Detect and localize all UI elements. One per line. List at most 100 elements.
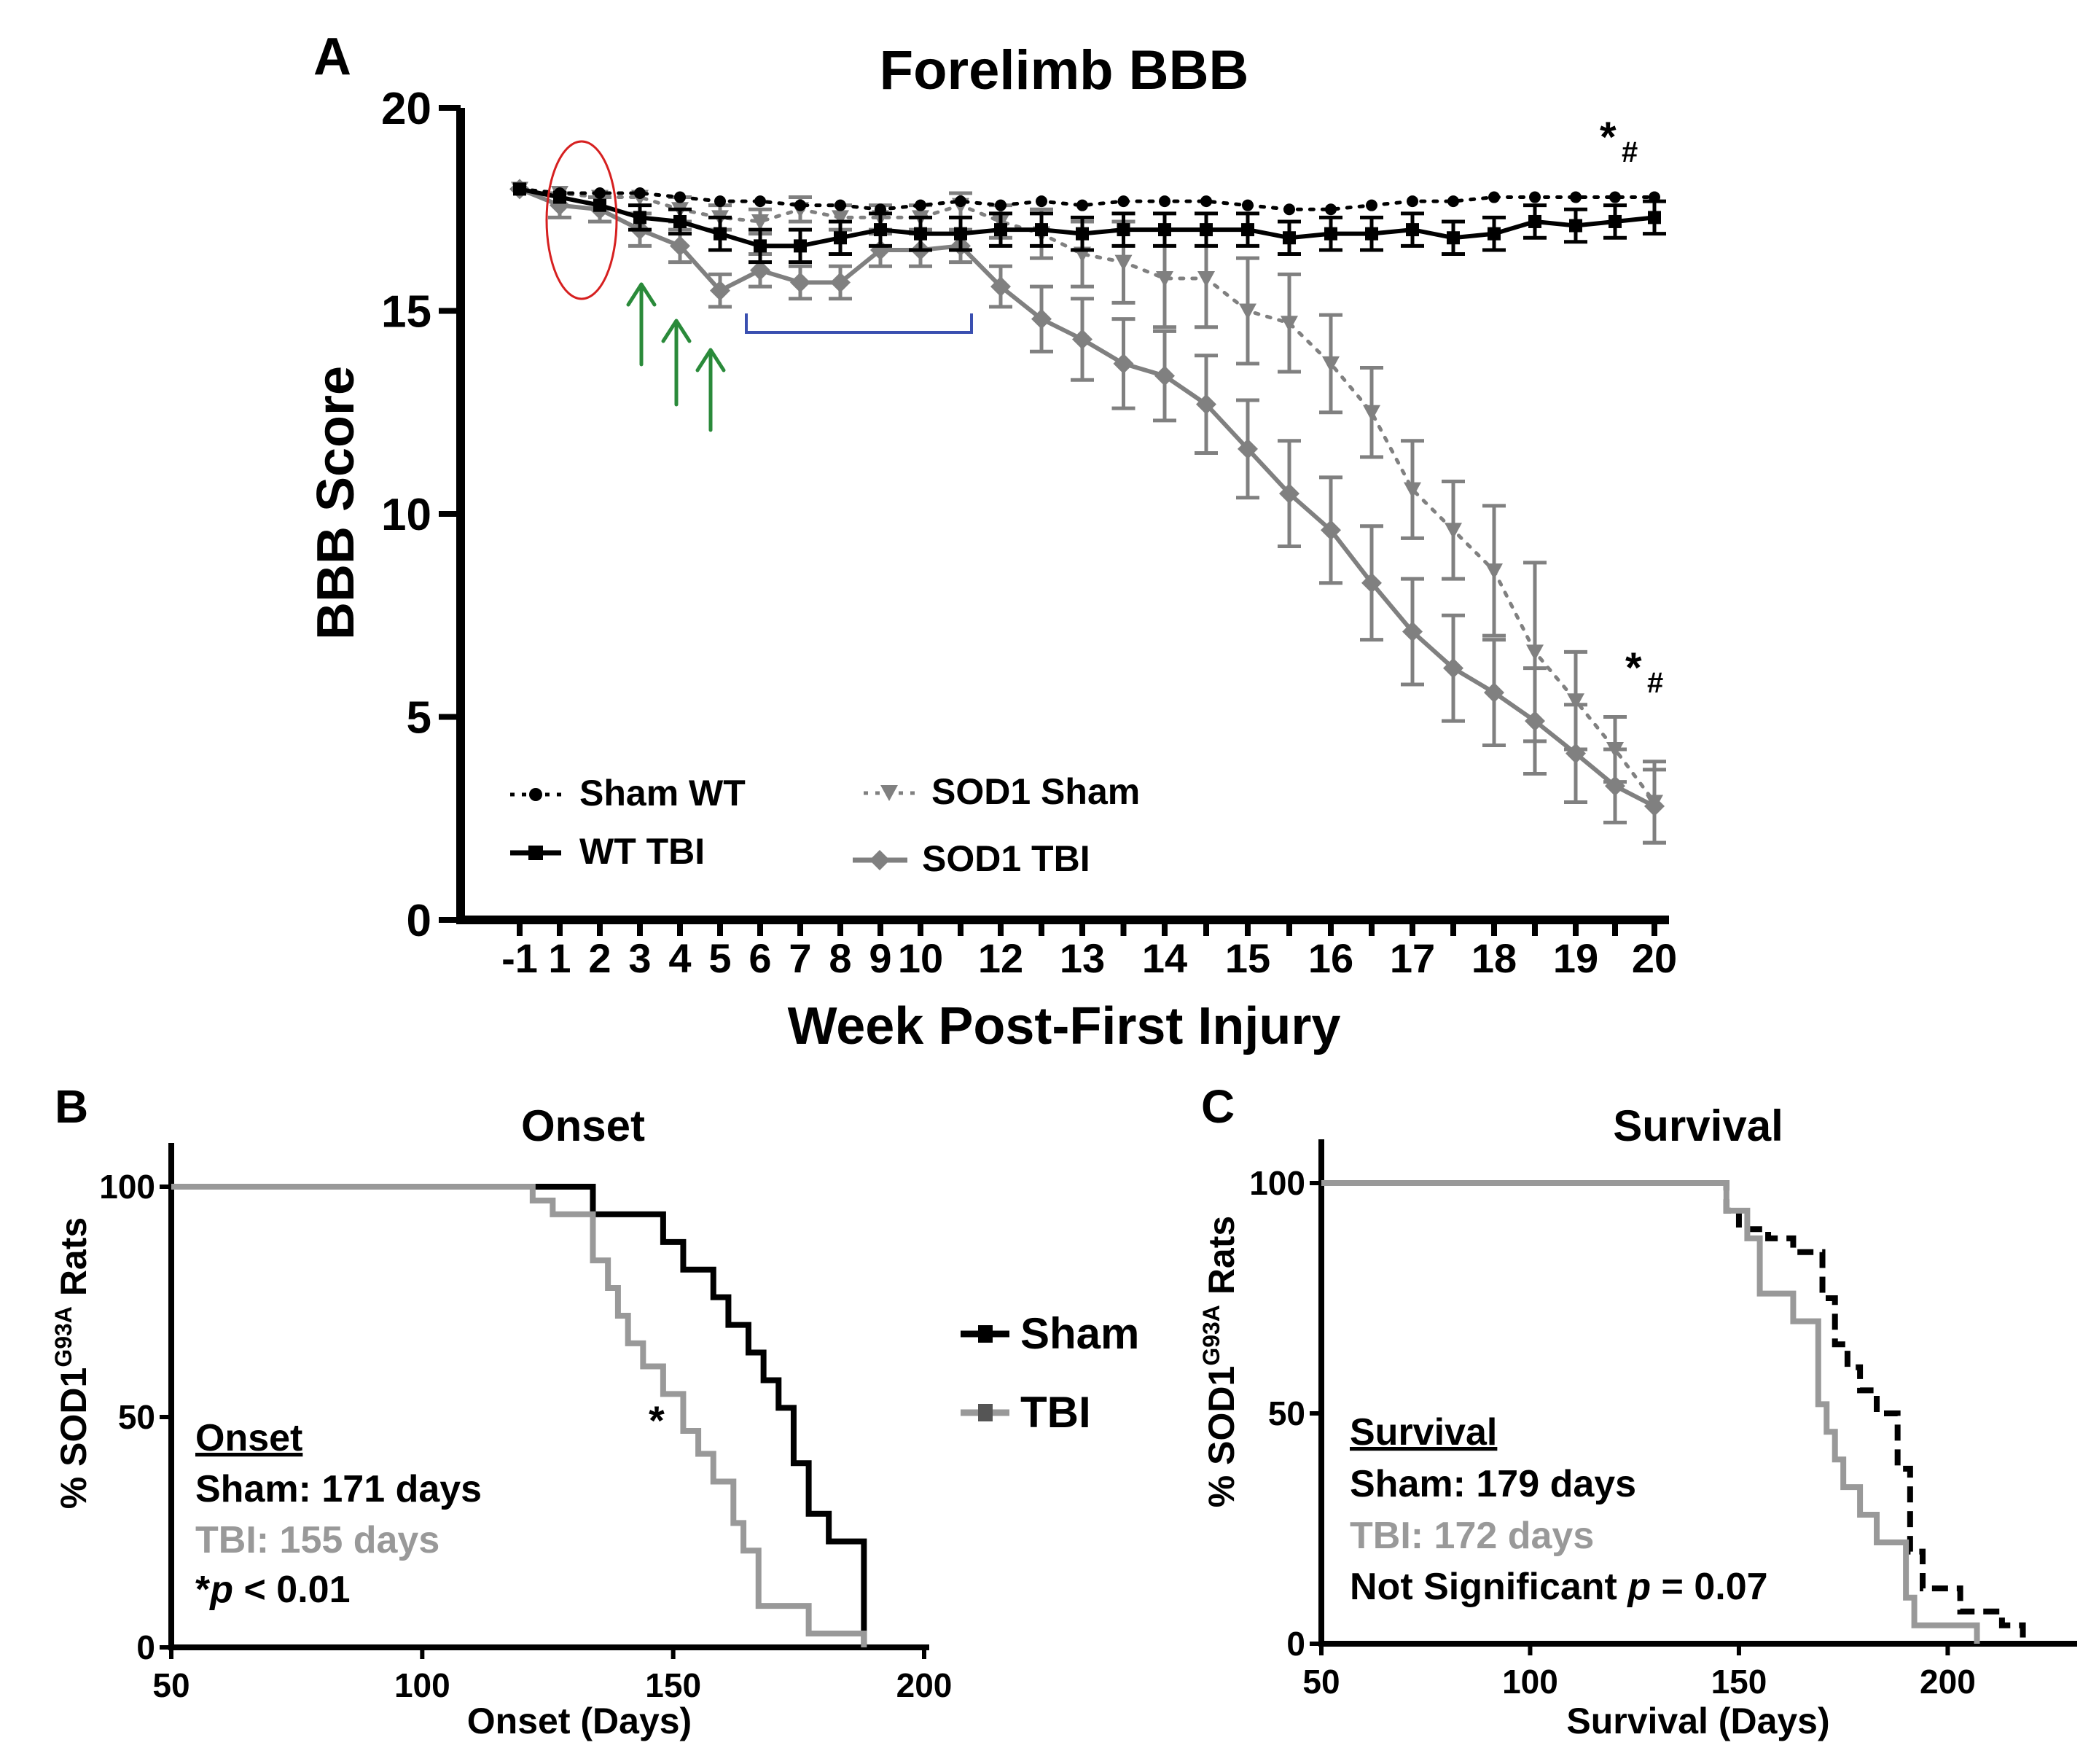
panel-a-x-tick-label: 3 — [628, 935, 651, 981]
panel-a-x-tick-label: 6 — [748, 935, 771, 981]
series-sham-wt-point — [1570, 191, 1582, 203]
legend-sod1-tbi: SOD1 TBI — [853, 838, 1090, 879]
series-sod1-tbi-point — [990, 276, 1011, 297]
panel-c-y-tick-label: 100 — [1249, 1164, 1305, 1202]
series-wt-tbi-point — [1447, 231, 1460, 245]
series-wt-tbi-point — [1035, 223, 1048, 237]
panel-c-ylabel-post: Rats — [1201, 1216, 1242, 1305]
panel-a-y-tick-label: 15 — [381, 287, 431, 337]
series-sham-wt-point — [1325, 203, 1337, 216]
series-wt-tbi-point — [874, 223, 887, 237]
legend-sod1-sham-label: SOD1 Sham — [931, 771, 1140, 812]
legend-sod1-tbi-marker — [869, 850, 890, 870]
panel-a-x-axis-label: Week Post-First Injury — [788, 997, 1341, 1055]
legend-sod1-tbi-label: SOD1 TBI — [922, 838, 1090, 879]
panel-b-tbi-curve — [171, 1184, 867, 1647]
series-wt-tbi-point — [714, 227, 727, 241]
shared-legend-tbi: TBI — [961, 1388, 1091, 1437]
panel-b-x-tick-label: 100 — [394, 1666, 450, 1704]
legend-sod1-sham-marker — [880, 785, 898, 801]
panel-c-letter: C — [1201, 1080, 1235, 1133]
panel-a-x-ticks: -1 1 2 3 4 5 6 7 8 9 10 12 13 14 15 16 17 18 19 20 — [501, 920, 1677, 981]
series-wt-tbi-point — [954, 227, 967, 241]
series-sham-wt — [514, 183, 1660, 216]
series-sod1-tbi-point — [1279, 483, 1299, 504]
series-sham-wt-point — [955, 195, 966, 208]
significance-marker-bottom: * # — [1625, 644, 1663, 699]
panel-b-x-axis-label: Onset (Days) — [467, 1701, 692, 1741]
series-sod1-tbi-point — [1196, 394, 1216, 415]
series-sod1-tbi-point — [830, 272, 851, 293]
series-wt-tbi-point — [994, 223, 1007, 237]
panel-a-x-tick-label: 2 — [588, 935, 611, 981]
series-wt-tbi-point — [673, 214, 687, 228]
legend-sod1-sham: SOD1 Sham — [864, 771, 1140, 812]
series-sham-wt-point — [1529, 191, 1541, 203]
panel-c-stats-ns: Not Significant p = 0.07 — [1350, 1566, 1768, 1608]
panel-b-y-tick-label: 100 — [99, 1168, 155, 1206]
series-sod1-tbi-point — [1321, 520, 1341, 541]
series-wt-tbi-point — [834, 231, 847, 245]
series-sod1-tbi-point — [790, 272, 810, 293]
series-sham-wt-point — [834, 199, 846, 211]
series-wt-tbi-point — [1648, 211, 1661, 225]
panel-a-x-tick-label: 13 — [1060, 935, 1105, 981]
series-sham-wt-point — [594, 187, 606, 199]
shared-legend-tbi-label: TBI — [1020, 1388, 1091, 1437]
series-sod1-tbi-point — [1443, 657, 1463, 679]
panel-a-x-tick-label: 7 — [789, 935, 811, 981]
panel-a-x-tick-label: 19 — [1553, 935, 1598, 981]
injury-arrow-3 — [695, 348, 726, 432]
panel-b-y-tick-label: 0 — [136, 1628, 155, 1666]
panel-c-stats-heading: Survival — [1350, 1411, 1497, 1453]
series-sham-wt-point — [1366, 199, 1377, 211]
series-sham-wt-point — [674, 191, 686, 203]
series-sod1-sham-point — [1114, 254, 1133, 271]
panel-c-stats-box: Survival Sham: 179 days TBI: 172 days No… — [1350, 1411, 1768, 1608]
panel-a-x-tick-label: 12 — [978, 935, 1023, 981]
series-sham-wt-point — [875, 203, 886, 216]
series-sham-wt-point — [1283, 203, 1295, 216]
panel-b-series — [171, 1184, 867, 1647]
series-sod1-sham-point — [1485, 563, 1503, 579]
legend-wt-tbi-marker — [528, 846, 543, 860]
panel-a-x-tick-label: 17 — [1390, 935, 1435, 981]
panel-c-sham-curve — [1321, 1180, 2026, 1644]
significance-star-top: * — [1600, 114, 1617, 161]
shared-legend-sham-label: Sham — [1020, 1309, 1139, 1358]
panel-c-ylabel-pre: % SOD1 — [1201, 1366, 1242, 1508]
series-wt-tbi-point — [1283, 231, 1296, 245]
series-sod1-tbi-point — [1113, 353, 1134, 374]
shared-legend-sham-marker — [978, 1325, 993, 1343]
panel-c-ns-italic: p — [1626, 1566, 1651, 1608]
legend-sham-wt-marker — [529, 788, 542, 801]
blue-bracket — [745, 313, 973, 334]
panel-b-stats-p: *p < 0.01 — [195, 1569, 350, 1611]
panel-a-y-tick-label: 20 — [381, 84, 431, 134]
panel-b-stats-tbi: TBI: 155 days — [195, 1519, 439, 1561]
injury-arrow-1 — [626, 282, 657, 367]
panel-c-series — [1321, 1180, 2026, 1644]
series-sod1-sham-point — [1363, 405, 1380, 421]
panel-b-stats-box: Onset Sham: 171 days TBI: 155 days *p < … — [195, 1417, 482, 1611]
panel-c-ns-post: = 0.07 — [1651, 1566, 1767, 1608]
series-sham-wt-point — [714, 195, 726, 208]
injury-arrows — [626, 282, 726, 432]
series-sod1-sham-point — [1526, 644, 1544, 661]
series-sham-wt-point — [995, 199, 1006, 211]
panel-b-ylabel-post: Rats — [53, 1217, 94, 1306]
panel-a-y-tick-label: 5 — [407, 693, 431, 744]
legend-sham-wt: Sham WT — [510, 773, 746, 813]
panel-a-title: Forelimb BBB — [880, 39, 1249, 101]
panel-a-x-tick-label: 20 — [1632, 935, 1677, 981]
series-sod1-tbi-point — [1566, 743, 1586, 764]
significance-star-bottom: * — [1625, 644, 1642, 692]
panel-b-y-axis-label: % SOD1G93A Rats — [50, 1217, 94, 1509]
shared-legend-sham: Sham — [961, 1309, 1139, 1358]
series-sod1-sham-point — [751, 214, 769, 230]
series-sod1-tbi-point — [1072, 329, 1093, 350]
series-sham-wt-point — [1242, 199, 1254, 211]
panel-b-p-rest: < 0.01 — [233, 1569, 350, 1611]
